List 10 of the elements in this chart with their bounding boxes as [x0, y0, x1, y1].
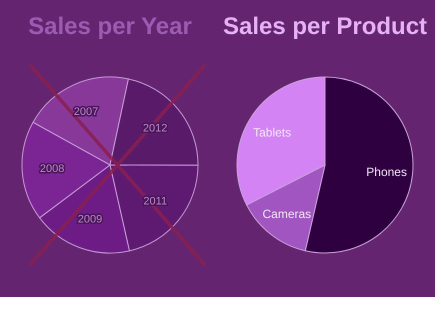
slice-label: 2012 [142, 122, 168, 135]
slice-label: 2008 [40, 162, 64, 175]
chart-title: Sales per Year [28, 13, 192, 40]
slice-label: 2007 [74, 106, 98, 118]
slice-label: 2009 [78, 213, 102, 226]
slice-label: Phones [366, 164, 407, 179]
chart-title: Sales per Product [222, 13, 428, 40]
slice-label: Tablets [253, 126, 292, 140]
slice-label: 2011 [143, 195, 168, 208]
slice-label: Cameras [262, 206, 312, 221]
